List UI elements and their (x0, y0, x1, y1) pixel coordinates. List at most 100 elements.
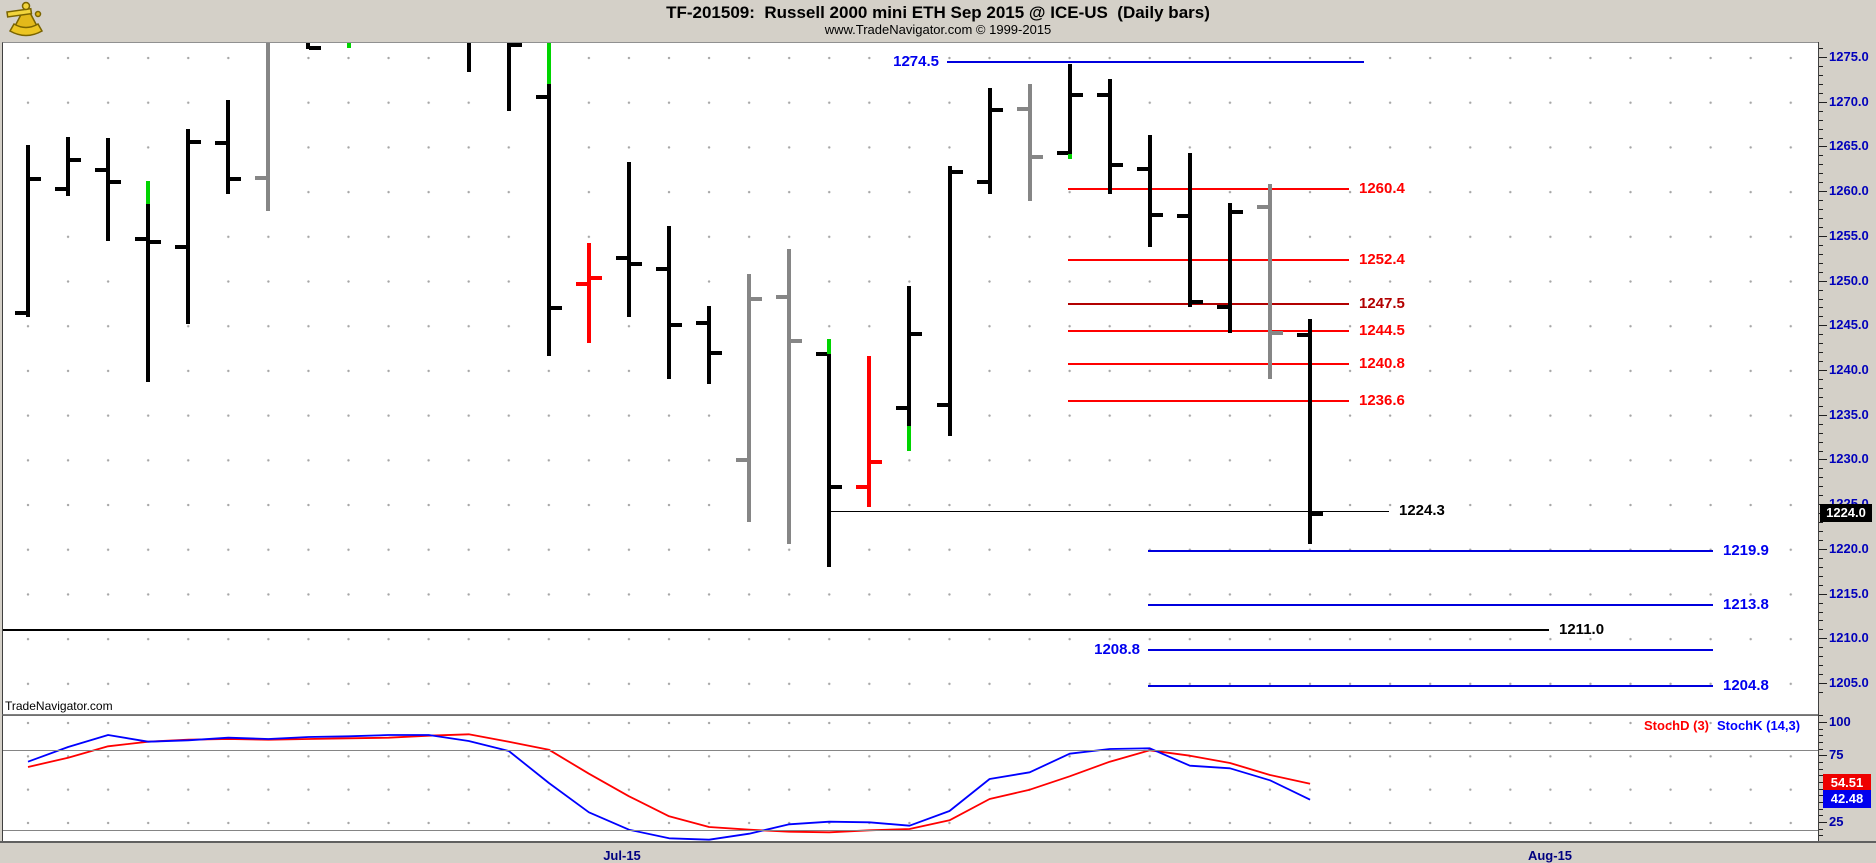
ohlc-bar-part (907, 425, 912, 451)
ohlc-bar-part (535, 95, 548, 100)
ohlc-bar-part (69, 157, 82, 162)
price-axis[interactable]: 1275.0 1270.0 1265.0 1260.0 1255.0 1250.0 1245… (1818, 42, 1876, 843)
stoch-tick (1819, 715, 1823, 717)
ohlc-bar-part (1096, 92, 1109, 97)
price-tick (1819, 262, 1823, 264)
level-line-1252.4[interactable] (1068, 259, 1349, 262)
ohlc-bar-part (109, 180, 122, 185)
ohlc-bar-part (1030, 155, 1043, 160)
level-line-1244.5[interactable] (1068, 329, 1349, 332)
ohlc-bar-part (976, 180, 989, 185)
level-line-1274.5[interactable] (947, 61, 1364, 64)
level-label-1240.8: 1240.8 (1359, 354, 1405, 372)
price-tick (1819, 218, 1823, 219)
level-line-1208.8[interactable] (1148, 649, 1713, 652)
level-line-1236.6[interactable] (1068, 400, 1349, 403)
price-tick (1819, 343, 1823, 345)
ohlc-bar-part (987, 88, 992, 194)
stoch-tick (1819, 748, 1823, 750)
ohlc-bar-part (1136, 166, 1149, 171)
price-tick (1819, 486, 1823, 488)
ohlc-bar-part (146, 181, 151, 204)
price-axis-label: 1220.0 (1829, 540, 1869, 556)
level-line-1247.5[interactable] (1068, 302, 1349, 305)
price-tick (1819, 683, 1827, 684)
price-tick (1819, 307, 1823, 309)
level-line-1213.8[interactable] (1148, 604, 1713, 607)
ohlc-bar-part (1187, 152, 1192, 308)
ohlc-bar-part (506, 43, 511, 111)
price-tick (1819, 575, 1823, 577)
price-tick (1819, 173, 1823, 175)
date-label-Jul-15: Jul-15 (603, 848, 641, 863)
price-tick (1819, 74, 1823, 76)
stoch-tick (1819, 822, 1827, 823)
watermark-text: TradeNavigator.com (5, 699, 113, 713)
ohlc-bar-part (776, 294, 789, 299)
price-tick (1819, 656, 1823, 658)
stoch-readout-stochk: 42.48 (1823, 789, 1871, 808)
price-tick (1819, 593, 1827, 595)
stoch-gridline-20 (3, 829, 1819, 831)
price-axis-label: 1240.0 (1829, 362, 1869, 377)
price-tick (1819, 110, 1823, 112)
level-line-1211.0[interactable] (3, 629, 1549, 632)
ohlc-bar-part (255, 175, 268, 180)
level-line-1224.3[interactable] (828, 510, 1389, 512)
stoch-tick (1819, 722, 1827, 723)
ohlc-bar-part (670, 322, 683, 327)
price-tick (1819, 495, 1823, 497)
price-axis-label: 1245.0 (1829, 317, 1869, 333)
level-line-1219.9[interactable] (1148, 549, 1713, 552)
price-tick (1819, 387, 1823, 389)
price-axis-label: 1210.0 (1829, 630, 1869, 646)
price-axis-label: 1230.0 (1829, 451, 1869, 467)
price-tick (1819, 441, 1823, 443)
stochastic-panel[interactable]: StochD (3) StochK (14,3) (2, 715, 1819, 842)
stoch-readout-stochd: 54.51 (1823, 773, 1871, 792)
price-tick (1819, 629, 1823, 631)
ohlc-bar-part (827, 338, 832, 567)
stoch-k-legend[interactable]: StochK (14,3) (1717, 718, 1801, 733)
ohlc-bar-part (707, 305, 712, 385)
level-label-1224.3: 1224.3 (1399, 502, 1445, 520)
ohlc-bar-part (189, 140, 202, 145)
price-tick (1819, 522, 1823, 523)
price-tick (1819, 235, 1827, 237)
price-tick (1819, 119, 1823, 121)
date-axis[interactable]: Jul-15 Aug-15 (0, 841, 1876, 863)
level-line-1204.8[interactable] (1148, 684, 1713, 687)
price-tick (1819, 298, 1823, 300)
price-tick (1819, 137, 1823, 139)
level-line-1240.8[interactable] (1068, 362, 1349, 365)
price-tick (1819, 584, 1823, 586)
ohlc-bar-part (936, 402, 949, 407)
ohlc-bar-part (790, 338, 803, 343)
price-tick (1819, 620, 1823, 622)
ohlc-bar-part (750, 296, 763, 301)
ohlc-bar-part (549, 306, 562, 311)
ohlc-bar-part (1056, 150, 1069, 155)
price-tick (1819, 352, 1823, 354)
stoch-tick (1819, 815, 1823, 817)
price-tick (1819, 226, 1823, 228)
price-tick (1819, 48, 1823, 50)
price-tick (1819, 674, 1823, 676)
level-line-1260.4[interactable] (1068, 187, 1349, 190)
stoch-gridline-80 (3, 749, 1819, 751)
ohlc-bar-part (226, 100, 231, 194)
price-axis-label: 1205.0 (1829, 675, 1869, 690)
ohlc-bar-part (867, 355, 872, 507)
ohlc-bar-part (910, 332, 923, 337)
price-chart-area[interactable]: 1274.5 1260.4 1252.4 1247.5 1244.5 1240.8 1236… (2, 42, 1819, 715)
level-label-1244.5: 1244.5 (1359, 321, 1405, 339)
level-label-1247.5: 1247.5 (1359, 294, 1405, 312)
price-tick (1819, 57, 1827, 58)
price-tick (1819, 557, 1823, 559)
current-price-box: 1224.0 (1820, 504, 1872, 523)
ohlc-bar-part (106, 137, 111, 242)
stoch-d-legend[interactable]: StochD (3) (1644, 718, 1709, 733)
price-tick (1819, 611, 1823, 613)
stoch-tick (1819, 742, 1823, 743)
ohlc-bar-part (1110, 163, 1123, 168)
